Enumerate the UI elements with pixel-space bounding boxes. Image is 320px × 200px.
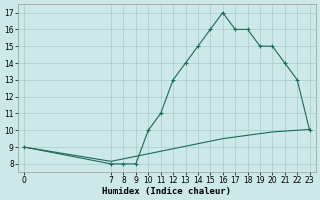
X-axis label: Humidex (Indice chaleur): Humidex (Indice chaleur) <box>102 187 231 196</box>
